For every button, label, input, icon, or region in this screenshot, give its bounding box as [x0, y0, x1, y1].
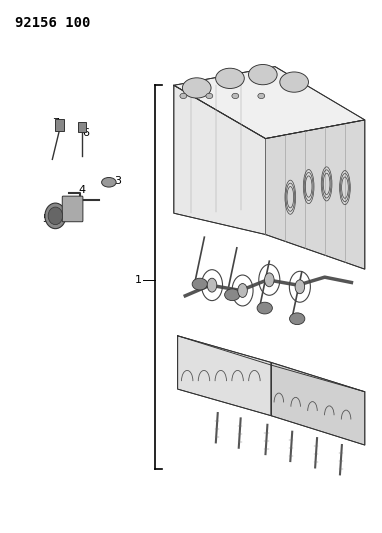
Ellipse shape: [225, 289, 240, 301]
Ellipse shape: [264, 273, 274, 287]
Ellipse shape: [192, 278, 207, 290]
Ellipse shape: [238, 284, 248, 297]
Ellipse shape: [180, 93, 187, 99]
Text: 7: 7: [52, 118, 59, 127]
Ellipse shape: [215, 68, 244, 88]
Ellipse shape: [257, 302, 272, 314]
Ellipse shape: [290, 313, 305, 325]
Text: 6: 6: [82, 128, 89, 138]
Bar: [55, 119, 64, 131]
Bar: [78, 122, 86, 132]
Text: 2: 2: [67, 206, 74, 215]
Text: 1: 1: [134, 275, 141, 285]
FancyBboxPatch shape: [62, 196, 83, 222]
Ellipse shape: [48, 207, 63, 225]
Ellipse shape: [295, 280, 304, 294]
Ellipse shape: [206, 93, 213, 99]
Ellipse shape: [45, 203, 66, 229]
Polygon shape: [174, 67, 365, 139]
Ellipse shape: [183, 78, 211, 98]
Ellipse shape: [280, 72, 309, 92]
Polygon shape: [178, 336, 271, 416]
Ellipse shape: [207, 278, 217, 292]
Text: 5: 5: [43, 214, 50, 223]
Polygon shape: [174, 85, 265, 235]
Ellipse shape: [232, 93, 239, 99]
Ellipse shape: [248, 64, 277, 85]
Text: 3: 3: [115, 176, 121, 186]
Polygon shape: [265, 120, 365, 269]
Text: 4: 4: [78, 184, 86, 195]
Ellipse shape: [102, 177, 116, 187]
Ellipse shape: [258, 93, 265, 99]
Text: 92156 100: 92156 100: [15, 16, 91, 30]
Polygon shape: [271, 362, 365, 445]
